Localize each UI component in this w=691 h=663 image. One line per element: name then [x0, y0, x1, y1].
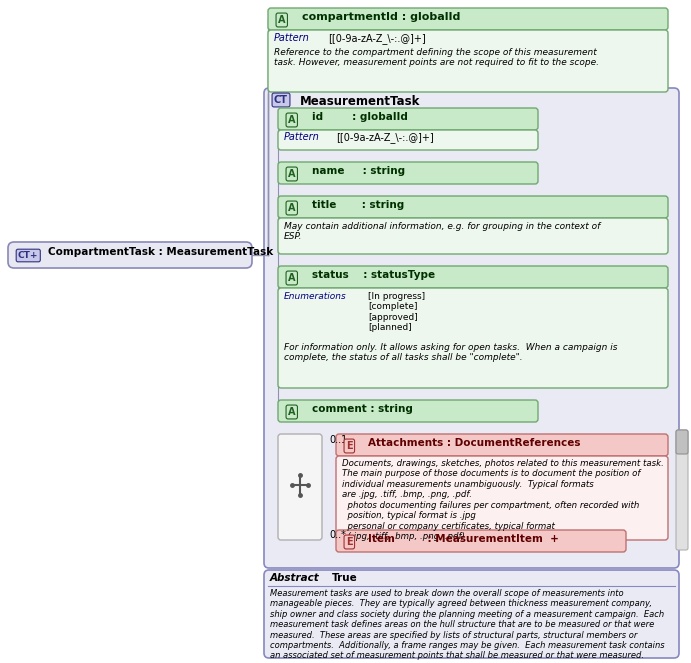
Text: E: E	[346, 441, 352, 451]
Text: comment : string: comment : string	[312, 404, 413, 414]
FancyBboxPatch shape	[278, 218, 668, 254]
Text: Pattern: Pattern	[284, 132, 320, 142]
FancyBboxPatch shape	[278, 266, 668, 288]
Text: compartmentId : globalId: compartmentId : globalId	[302, 12, 460, 22]
FancyBboxPatch shape	[336, 456, 668, 540]
Text: title       : string: title : string	[312, 200, 404, 210]
Text: Enumerations: Enumerations	[284, 292, 347, 301]
Text: CT: CT	[274, 95, 288, 105]
Text: CT+: CT+	[18, 251, 39, 260]
Text: photos documenting failures per compartment, often recorded with
  position, typ: photos documenting failures per compartm…	[342, 501, 639, 541]
Text: name     : string: name : string	[312, 166, 405, 176]
FancyBboxPatch shape	[268, 30, 668, 92]
Text: [[0-9a-zA-Z_\-:.@]+]: [[0-9a-zA-Z_\-:.@]+]	[336, 132, 434, 143]
FancyBboxPatch shape	[278, 400, 538, 422]
FancyBboxPatch shape	[278, 288, 668, 388]
FancyBboxPatch shape	[8, 242, 252, 268]
Text: CompartmentTask : MeasurementTask: CompartmentTask : MeasurementTask	[48, 247, 273, 257]
Text: status    : statusType: status : statusType	[312, 270, 435, 280]
FancyBboxPatch shape	[278, 108, 538, 130]
Text: May contain additional information, e.g. for grouping in the context of
ESP.: May contain additional information, e.g.…	[284, 222, 600, 241]
Text: Measurement tasks are used to break down the overall scope of measurements into
: Measurement tasks are used to break down…	[270, 589, 665, 660]
Text: A: A	[288, 115, 296, 125]
Text: E: E	[346, 537, 352, 547]
Text: A: A	[278, 15, 285, 25]
FancyBboxPatch shape	[278, 162, 538, 184]
Text: A: A	[288, 169, 296, 179]
FancyBboxPatch shape	[336, 434, 668, 456]
Text: id        : globalId: id : globalId	[312, 112, 408, 122]
Text: Attachments : DocumentReferences: Attachments : DocumentReferences	[368, 438, 580, 448]
Text: Documents, drawings, sketches, photos related to this measurement task.
The main: Documents, drawings, sketches, photos re…	[342, 459, 664, 499]
Text: A: A	[288, 273, 296, 283]
Text: True: True	[332, 573, 358, 583]
Text: A: A	[288, 203, 296, 213]
FancyBboxPatch shape	[264, 88, 679, 568]
Text: 0..1: 0..1	[329, 435, 348, 445]
Text: For information only. It allows asking for open tasks.  When a campaign is
compl: For information only. It allows asking f…	[284, 343, 618, 363]
Text: Reference to the compartment defining the scope of this measurement
task. Howeve: Reference to the compartment defining th…	[274, 48, 599, 68]
FancyBboxPatch shape	[278, 434, 322, 540]
Text: Abstract: Abstract	[270, 573, 320, 583]
FancyBboxPatch shape	[278, 130, 538, 150]
Text: [[0-9a-zA-Z_\-:.@]+]: [[0-9a-zA-Z_\-:.@]+]	[328, 33, 426, 44]
Text: 0..*: 0..*	[329, 530, 346, 540]
FancyBboxPatch shape	[336, 530, 626, 552]
FancyBboxPatch shape	[676, 430, 688, 454]
FancyBboxPatch shape	[676, 430, 688, 550]
Text: Pattern: Pattern	[274, 33, 310, 43]
Text: [In progress]
[complete]
[approved]
[planned]: [In progress] [complete] [approved] [pla…	[368, 292, 425, 332]
FancyBboxPatch shape	[268, 8, 668, 30]
FancyBboxPatch shape	[264, 570, 679, 658]
Text: MeasurementTask: MeasurementTask	[300, 95, 420, 108]
Text: A: A	[288, 407, 296, 417]
Text: Item         : MeasurementItem  +: Item : MeasurementItem +	[368, 534, 559, 544]
FancyBboxPatch shape	[278, 196, 668, 218]
